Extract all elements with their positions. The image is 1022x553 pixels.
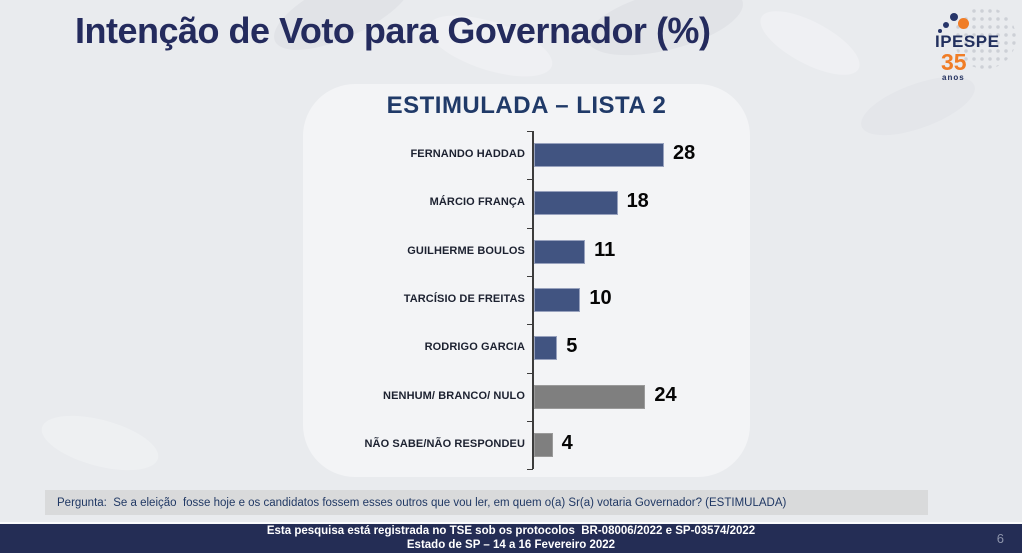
background-leaf-decoration bbox=[36, 405, 164, 481]
chart-title: ESTIMULADA – LISTA 2 bbox=[386, 92, 667, 119]
bar-value: 24 bbox=[654, 383, 677, 406]
logo-dot-icon bbox=[938, 29, 942, 33]
bar-value: 18 bbox=[626, 190, 649, 213]
axis-tick bbox=[527, 420, 533, 422]
bar bbox=[534, 143, 664, 168]
bar-value: 4 bbox=[561, 431, 573, 454]
bar-value: 11 bbox=[594, 238, 616, 261]
footer-divider bbox=[0, 522, 1022, 524]
logo-dot-icon bbox=[943, 22, 949, 28]
chart-panel: ESTIMULADA – LISTA 2 FERNANDO HADDAD 28 MÁ… bbox=[303, 84, 750, 477]
ipespe-logo: IPESPE 35 anos bbox=[930, 4, 1018, 84]
chart-axis bbox=[532, 131, 534, 469]
logo-name: IPESPE bbox=[935, 32, 1000, 51]
bar-label: NÃO SABE/NÃO RESPONDEU bbox=[364, 437, 525, 450]
axis-tick bbox=[527, 275, 533, 277]
question-bar: Pergunta: Se a eleição fosse hoje e os c… bbox=[45, 490, 928, 515]
axis-tick bbox=[527, 179, 533, 181]
bar bbox=[534, 191, 618, 216]
bar bbox=[534, 432, 553, 457]
logo-years: 35 bbox=[941, 49, 967, 75]
page-title: Intenção de Voto para Governador (%) bbox=[75, 10, 711, 51]
axis-tick bbox=[527, 372, 533, 374]
bar-value: 28 bbox=[673, 142, 696, 165]
bar-label: RODRIGO GARCIA bbox=[424, 341, 525, 354]
bar bbox=[534, 336, 558, 361]
bar-label: FERNANDO HADDAD bbox=[410, 148, 525, 161]
bar-chart: FERNANDO HADDAD 28 MÁRCIO FRANÇA 18 GUILHERM… bbox=[303, 84, 750, 477]
axis-tick bbox=[527, 131, 533, 132]
footer-date-text: Estado de SP – 14 a 16 Fevereiro 2022 bbox=[406, 538, 616, 551]
bar-label: MÁRCIO FRANÇA bbox=[429, 196, 525, 209]
bar bbox=[534, 288, 581, 313]
bar-value: 5 bbox=[566, 335, 578, 358]
bar-label: TARCÍSIO DE FREITAS bbox=[403, 293, 525, 306]
question-text: Pergunta: Se a eleição fosse hoje e os c… bbox=[57, 496, 787, 509]
bar bbox=[534, 239, 586, 264]
bar-label: GUILHERME BOULOS bbox=[407, 244, 525, 257]
bar-label: NENHUM/ BRANCO/ NULO bbox=[383, 389, 525, 402]
dotted-globe-icon bbox=[954, 7, 1016, 69]
logo-dot-icon bbox=[958, 18, 969, 29]
page-number: 6 bbox=[996, 531, 1004, 546]
logo-dot-icon bbox=[950, 13, 958, 21]
bar-value: 10 bbox=[589, 287, 612, 310]
axis-tick bbox=[527, 227, 533, 229]
logo-years-label: anos bbox=[942, 73, 965, 82]
axis-tick bbox=[527, 324, 533, 326]
bar bbox=[534, 384, 646, 409]
footer-registration-text: Esta pesquisa está registrada no TSE sob… bbox=[266, 525, 756, 537]
axis-tick bbox=[527, 469, 533, 471]
footer-bar: Esta pesquisa está registrada no TSE sob… bbox=[0, 524, 1022, 553]
